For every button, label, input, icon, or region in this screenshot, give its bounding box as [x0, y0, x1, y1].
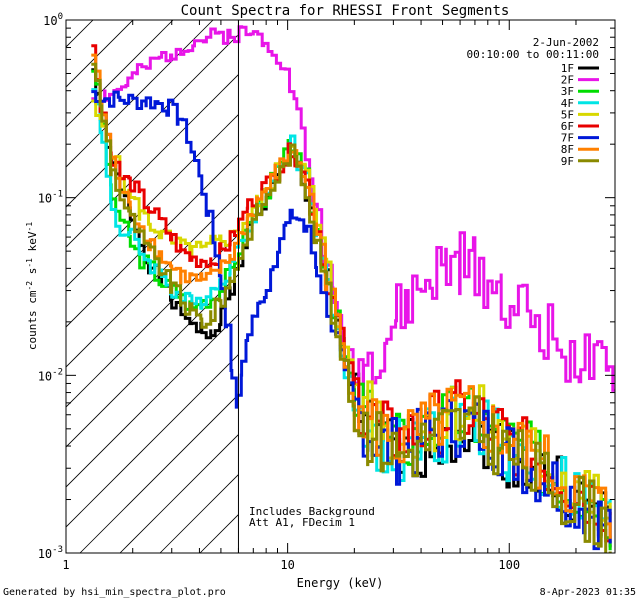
footer-generated-by: Generated by hsi_min_spectra_plot.pro [3, 587, 226, 598]
hatch-line [119, 433, 239, 553]
hatch-line [66, 353, 239, 528]
legend-label-4F: 4F [561, 97, 574, 110]
chart-title: Count Spectra for RHESSI Front Segments [181, 3, 510, 19]
hatch-line [66, 313, 239, 488]
legend-label-6F: 6F [561, 120, 574, 133]
legend-label-5F: 5F [561, 108, 574, 121]
x-axis-label: Energy (keV) [297, 576, 384, 590]
legend-label-7F: 7F [561, 132, 574, 145]
annotation-attenuator: Att A1, FDecim 1 [249, 516, 355, 529]
hatch-line [66, 20, 174, 128]
time-range-label: 00:10:00 to 00:11:00 [467, 48, 599, 61]
legend-label-2F: 2F [561, 74, 574, 87]
hatch-line [66, 20, 134, 88]
hatch-line [66, 113, 239, 288]
x-tick-label: 10 [280, 558, 294, 572]
y-tick-label: 100 [43, 12, 63, 28]
y-tick-label: 10-1 [38, 190, 63, 206]
legend-label-9F: 9F [561, 155, 574, 168]
x-tick-label: 100 [498, 558, 520, 572]
hatch-line [66, 193, 239, 368]
date-label: 2-Jun-2002 [533, 36, 599, 49]
legend-label-3F: 3F [561, 85, 574, 98]
legend-label-1F: 1F [561, 62, 574, 75]
y-tick-label: 10-3 [38, 545, 63, 561]
x-tick-labels: 1 10 100 [62, 558, 520, 572]
y-tick-labels: 10-3 10-2 10-1 100 [38, 12, 63, 561]
footer-timestamp: 8-Apr-2023 01:35 [540, 587, 636, 598]
legend-label-8F: 8F [561, 143, 574, 156]
series-9F-line [91, 62, 612, 553]
plot-frame [65, 19, 616, 554]
y-tick-label: 10-2 [38, 367, 63, 383]
hatch-line [66, 33, 239, 208]
y-axis-label: counts cm-2 s-1 keV-1 [25, 222, 39, 350]
hatch-line [79, 393, 239, 553]
axis-ticks [65, 20, 616, 554]
annotation-background: Includes Background [249, 505, 375, 518]
series-layer [91, 25, 615, 553]
x-tick-label: 1 [62, 558, 69, 572]
